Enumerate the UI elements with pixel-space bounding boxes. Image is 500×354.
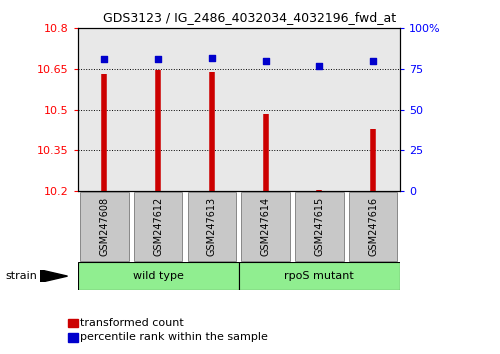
Bar bbox=[242, 192, 290, 261]
Text: percentile rank within the sample: percentile rank within the sample bbox=[80, 332, 268, 342]
Text: transformed count: transformed count bbox=[80, 318, 184, 328]
Text: GSM247608: GSM247608 bbox=[100, 197, 110, 256]
Point bbox=[369, 58, 377, 64]
Bar bbox=[134, 192, 182, 261]
Text: GSM247615: GSM247615 bbox=[314, 197, 324, 256]
Bar bbox=[349, 192, 398, 261]
Bar bbox=[239, 262, 400, 290]
Text: GSM247613: GSM247613 bbox=[207, 197, 217, 256]
Polygon shape bbox=[40, 270, 68, 282]
Bar bbox=[80, 192, 128, 261]
Text: rpoS mutant: rpoS mutant bbox=[284, 271, 354, 281]
Bar bbox=[78, 262, 239, 290]
Text: GDS3123 / IG_2486_4032034_4032196_fwd_at: GDS3123 / IG_2486_4032034_4032196_fwd_at bbox=[104, 11, 397, 24]
Text: GSM247612: GSM247612 bbox=[153, 197, 163, 256]
Point bbox=[262, 58, 270, 64]
Bar bbox=[295, 192, 344, 261]
Text: GSM247616: GSM247616 bbox=[368, 197, 378, 256]
Point bbox=[208, 55, 216, 61]
Point bbox=[100, 56, 108, 62]
Point bbox=[316, 63, 324, 69]
Text: GSM247614: GSM247614 bbox=[260, 197, 270, 256]
Bar bbox=[188, 192, 236, 261]
Text: wild type: wild type bbox=[132, 271, 184, 281]
Point bbox=[154, 56, 162, 62]
Text: strain: strain bbox=[5, 271, 37, 281]
